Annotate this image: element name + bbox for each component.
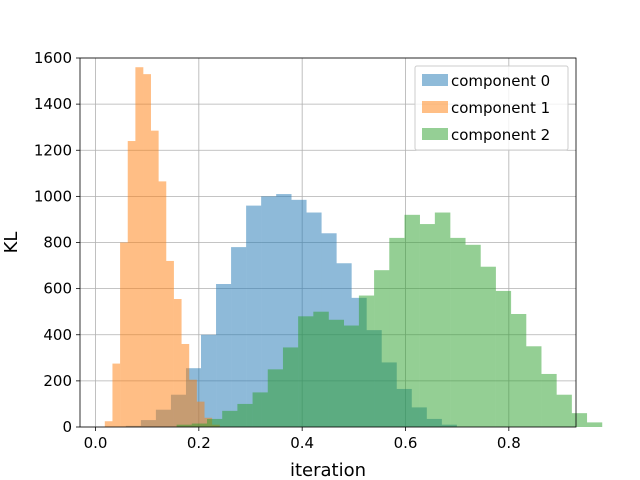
x-tick-label: 0.6	[394, 434, 418, 452]
histogram-bar	[246, 205, 262, 427]
legend-label: component 1	[451, 99, 550, 117]
histogram-bar	[135, 67, 144, 427]
legend-label: component 0	[451, 72, 550, 90]
histogram-bar	[586, 422, 603, 427]
histogram-bar	[480, 266, 496, 427]
histogram-bar	[176, 424, 193, 427]
y-tick-label: 200	[43, 372, 72, 390]
histogram-bar	[389, 237, 405, 427]
series-1-bars	[104, 67, 220, 428]
y-tick-label: 800	[43, 234, 72, 252]
histogram-bar	[465, 244, 481, 427]
histogram-bar	[510, 313, 527, 427]
histogram-bar	[450, 237, 466, 427]
series-2-bars	[176, 212, 603, 427]
histogram-bar	[495, 290, 512, 427]
x-tick-label: 0.4	[290, 434, 314, 452]
y-tick-label: 1400	[34, 95, 72, 113]
histogram-bar	[104, 421, 113, 427]
histogram-bar	[267, 369, 284, 427]
x-tick-label: 0.0	[84, 434, 108, 452]
histogram-bar	[231, 247, 247, 427]
histogram-bar	[358, 295, 375, 427]
histogram-bar	[343, 325, 360, 427]
histogram-bar	[328, 319, 345, 427]
histogram-bar	[143, 74, 151, 428]
legend-swatch	[422, 128, 448, 140]
histogram-bar	[196, 401, 205, 427]
histogram-bar	[188, 379, 197, 427]
legend: component 0 component 1 component 2	[414, 65, 569, 151]
histogram-bar	[181, 343, 190, 427]
histogram-bar	[127, 141, 136, 427]
axis-ticks: 0.0 0.2 0.4 0.6 0.8 0 200 400 600 800 1000 1200 1400…	[34, 49, 521, 452]
histogram-bar	[173, 299, 182, 427]
x-tick-label: 0.2	[187, 434, 211, 452]
histogram-bar	[571, 413, 588, 427]
histogram-bar	[525, 346, 542, 427]
legend-box	[414, 65, 569, 151]
histogram-bar	[252, 392, 269, 427]
y-tick-label: 1600	[34, 49, 72, 67]
histogram-bar	[206, 418, 223, 427]
histogram-bar	[237, 403, 253, 427]
histogram-bar	[298, 316, 314, 427]
y-tick-label: 0	[62, 418, 72, 436]
histogram-bar	[282, 347, 299, 427]
histogram-bar	[120, 242, 129, 427]
histogram-bar	[112, 363, 121, 427]
histogram-bar	[419, 224, 436, 427]
histogram-bar	[150, 130, 159, 427]
histogram-bar	[165, 260, 174, 427]
histogram-bars	[104, 67, 603, 428]
x-tick-label: 0.8	[497, 434, 521, 452]
histogram-bar	[201, 334, 217, 427]
histogram-bar	[191, 423, 208, 427]
x-axis-label: iteration	[290, 460, 366, 480]
histogram-bar	[216, 284, 232, 427]
y-tick-label: 600	[43, 280, 72, 298]
histogram-bar	[541, 373, 557, 427]
y-tick-label: 400	[43, 326, 72, 344]
histogram-bar	[222, 410, 238, 427]
histogram-bar	[404, 214, 420, 427]
legend-swatch	[422, 74, 448, 86]
histogram-bar	[556, 394, 572, 427]
y-tick-label: 1200	[34, 141, 72, 159]
histogram-bar	[313, 311, 329, 427]
legend-swatch	[422, 101, 448, 113]
legend-label: component 2	[451, 126, 550, 144]
y-axis-label: KL	[1, 232, 22, 254]
histogram-bar	[434, 212, 451, 427]
y-tick-label: 1000	[34, 187, 72, 205]
histogram-bar	[158, 181, 167, 427]
histogram-bar	[374, 270, 390, 427]
